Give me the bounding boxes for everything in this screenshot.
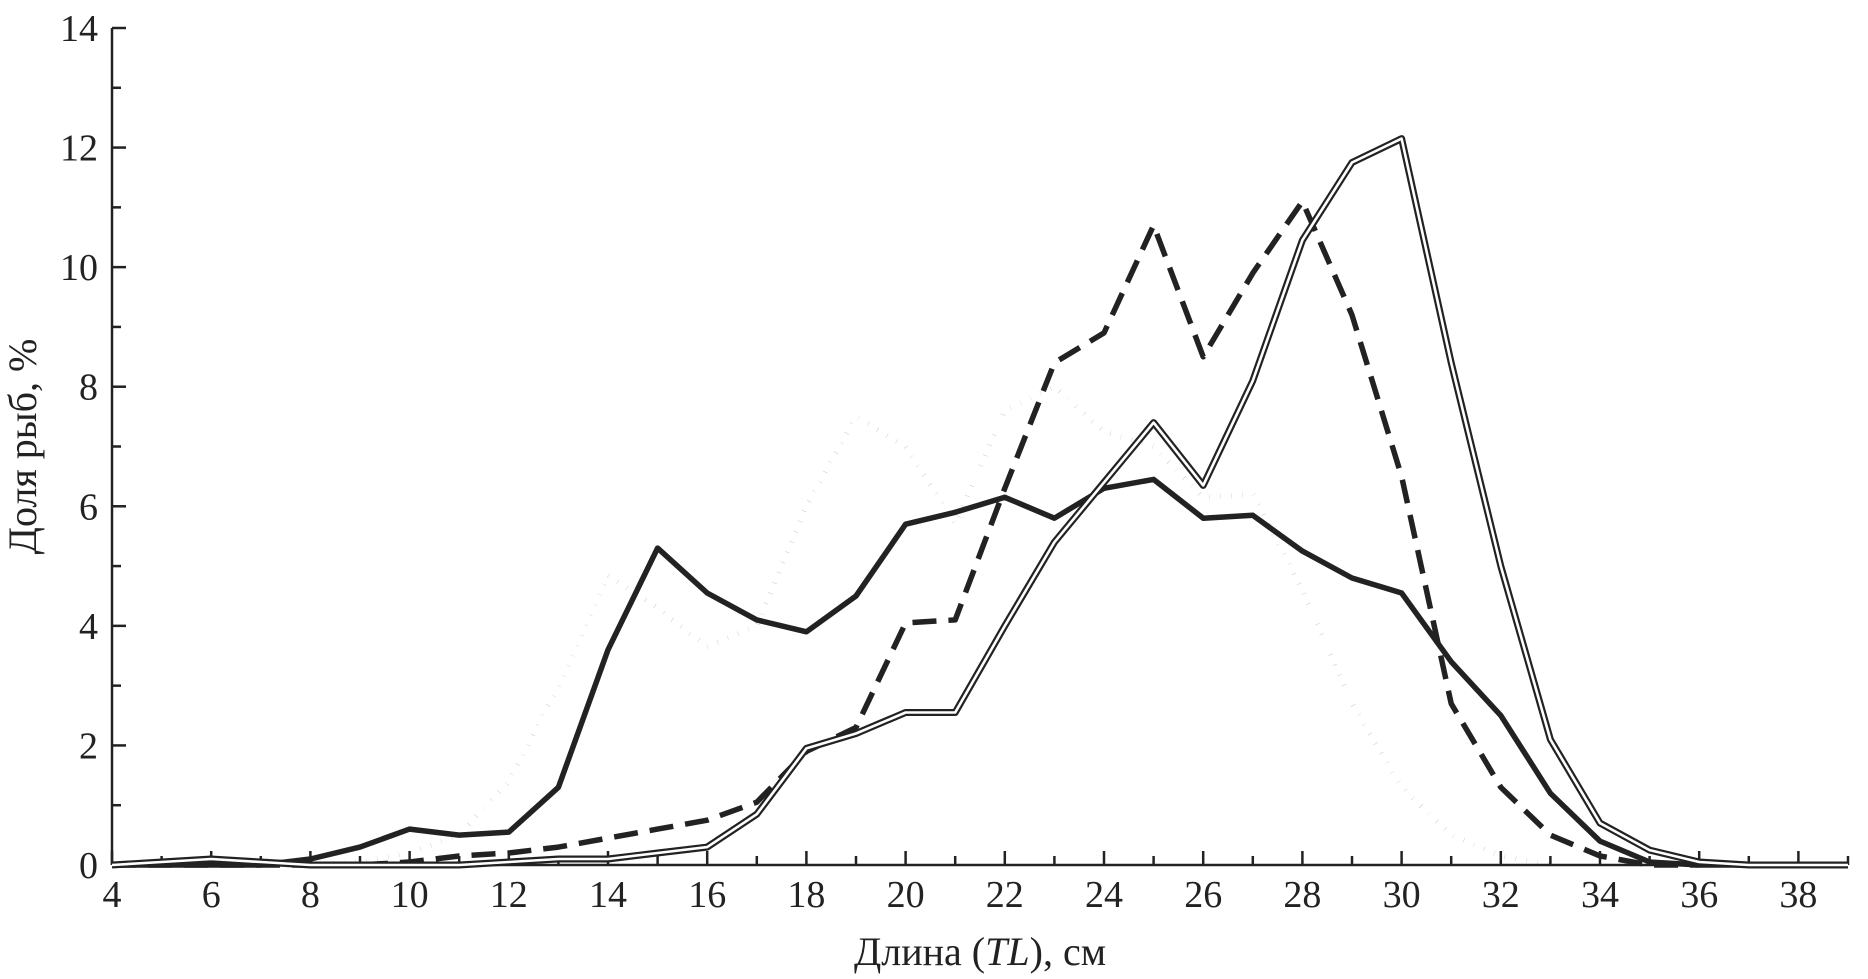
- y-tick-label: 8: [79, 367, 98, 409]
- x-axis-title-part-3: ), см: [1030, 929, 1106, 974]
- y-tick-label: 2: [79, 725, 98, 767]
- x-tick-label: 26: [1184, 874, 1222, 916]
- x-tick-label: 24: [1085, 874, 1123, 916]
- y-tick-label: 6: [79, 486, 98, 528]
- x-tick-label: 22: [986, 874, 1024, 916]
- x-tick-label: 20: [887, 874, 925, 916]
- x-tick-label: 8: [301, 874, 320, 916]
- x-tick-label: 14: [589, 874, 627, 916]
- x-axis-title-part-1: Длина (: [854, 929, 985, 974]
- x-tick-label: 4: [103, 874, 122, 916]
- x-tick-label: 38: [1779, 874, 1817, 916]
- x-tick-label: 10: [391, 874, 429, 916]
- axes: 4 6 8 10 12 14 16 18 20 22 24 26 28 30 32 34 36 38 024681…: [60, 8, 1850, 916]
- x-tick-label: 28: [1283, 874, 1321, 916]
- x-tick-label: 32: [1482, 874, 1520, 916]
- x-tick-label: 6: [202, 874, 221, 916]
- series-line-3-dashed: [112, 198, 1700, 868]
- x-axis-title-part-2: TL: [985, 929, 1030, 974]
- series-line-4-double-outer: [111, 135, 1848, 869]
- series-line-4-double-inner: [111, 137, 1848, 867]
- x-tick-label: 16: [688, 874, 726, 916]
- y-tick-label: 10: [60, 247, 98, 289]
- y-tick-label: 4: [79, 606, 98, 648]
- x-ticks: 4 6 8 10 12 14 16 18 20 22 24 26 28 30 32 34 36 38: [103, 851, 1850, 916]
- y-ticks: 0 2 4 6 8 10 12 14: [60, 8, 126, 887]
- series-line-2-dotted: [112, 384, 1551, 868]
- y-axis-title: Доля рыб, %: [0, 339, 45, 555]
- x-tick-label: 36: [1680, 874, 1718, 916]
- series-line-4-double: [111, 135, 1848, 869]
- series-group: [111, 135, 1848, 869]
- x-tick-label: 30: [1383, 874, 1421, 916]
- y-tick-label: 12: [60, 128, 98, 170]
- series-line-1-solid: [112, 476, 1848, 868]
- y-tick-label: 14: [60, 8, 98, 50]
- x-tick-label: 12: [490, 874, 528, 916]
- y-tick-label: 0: [79, 845, 98, 887]
- x-tick-label: 34: [1581, 874, 1619, 916]
- x-axis-title: Длина (TL), см: [854, 929, 1106, 974]
- x-tick-label: 18: [787, 874, 825, 916]
